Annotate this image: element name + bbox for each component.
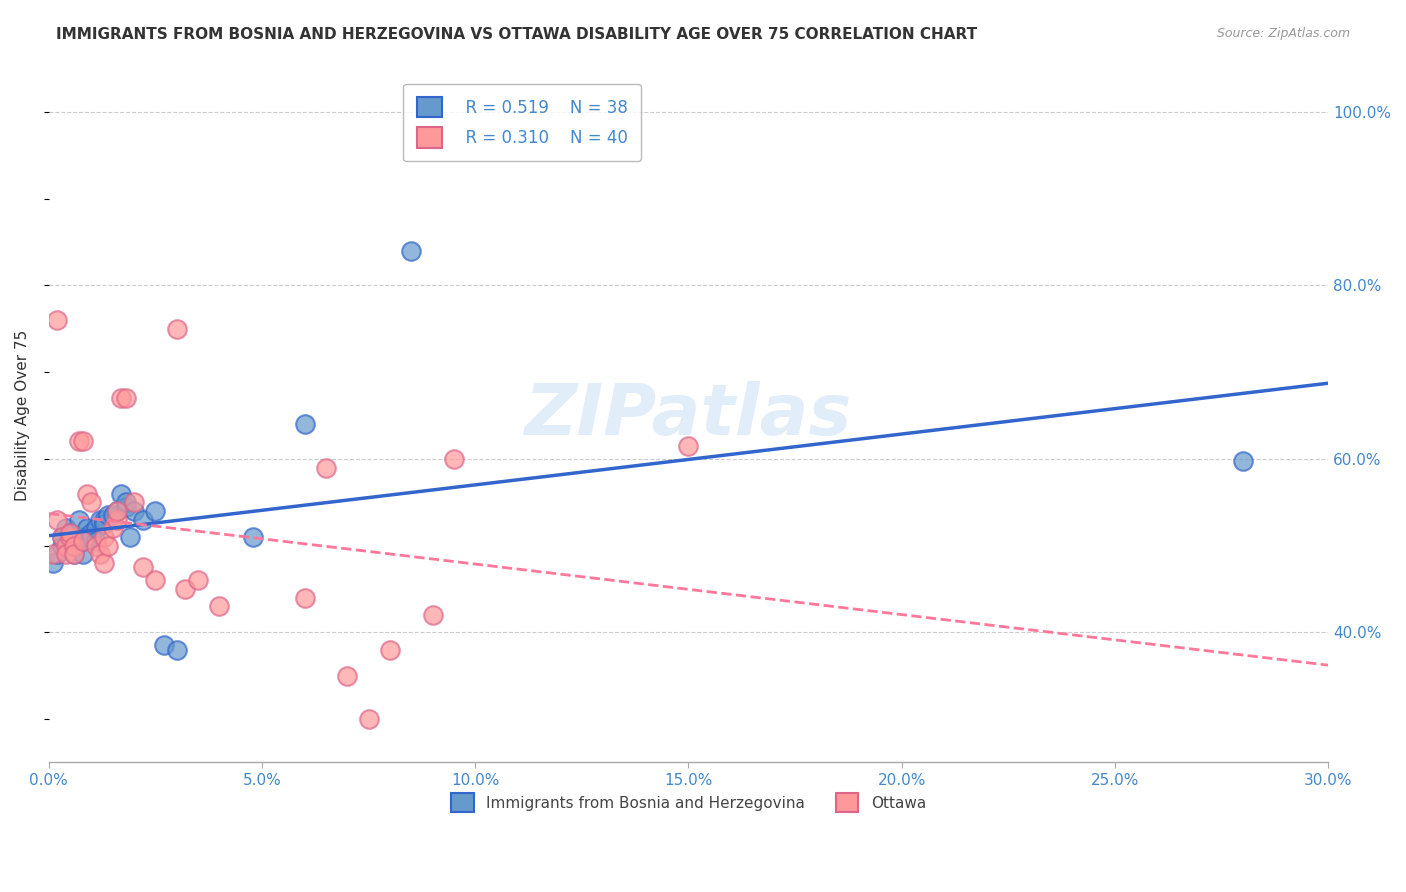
Point — [1232, 454, 1254, 468]
Text: ZIPatlas: ZIPatlas — [524, 381, 852, 450]
Point — [174, 582, 197, 596]
Point — [72, 547, 94, 561]
Point — [131, 560, 153, 574]
Point — [105, 504, 128, 518]
Point — [63, 539, 86, 553]
Point — [93, 556, 115, 570]
Point — [67, 530, 90, 544]
Point — [42, 556, 65, 570]
Point — [101, 508, 124, 523]
Point — [84, 534, 107, 549]
Point — [76, 521, 98, 535]
Point — [105, 512, 128, 526]
Point — [97, 508, 120, 523]
Point — [72, 534, 94, 549]
Point — [89, 547, 111, 561]
Point — [114, 391, 136, 405]
Point — [59, 530, 82, 544]
Point — [55, 547, 77, 561]
Point — [678, 439, 700, 453]
Text: IMMIGRANTS FROM BOSNIA AND HERZEGOVINA VS OTTAWA DISABILITY AGE OVER 75 CORRELAT: IMMIGRANTS FROM BOSNIA AND HERZEGOVINA V… — [56, 27, 977, 42]
Point — [101, 521, 124, 535]
Point — [131, 512, 153, 526]
Text: Source: ZipAtlas.com: Source: ZipAtlas.com — [1216, 27, 1350, 40]
Point — [55, 539, 77, 553]
Point — [208, 599, 231, 614]
Point — [118, 530, 141, 544]
Point — [378, 642, 401, 657]
Point — [80, 525, 103, 540]
Point — [294, 417, 316, 432]
Point — [72, 434, 94, 449]
Point — [59, 534, 82, 549]
Point — [122, 495, 145, 509]
Point — [315, 460, 337, 475]
Point — [51, 539, 73, 553]
Y-axis label: Disability Age Over 75: Disability Age Over 75 — [15, 330, 30, 501]
Point — [336, 669, 359, 683]
Point — [59, 525, 82, 540]
Point — [76, 486, 98, 500]
Point — [46, 547, 69, 561]
Point — [93, 512, 115, 526]
Point — [67, 434, 90, 449]
Point — [114, 500, 136, 514]
Point — [59, 525, 82, 540]
Point — [89, 512, 111, 526]
Point — [55, 521, 77, 535]
Point — [80, 530, 103, 544]
Point — [51, 530, 73, 544]
Point — [357, 712, 380, 726]
Point — [63, 547, 86, 561]
Point — [114, 495, 136, 509]
Point — [145, 574, 167, 588]
Point — [93, 516, 115, 531]
Point — [153, 638, 176, 652]
Point — [422, 607, 444, 622]
Point — [145, 504, 167, 518]
Point — [63, 547, 86, 561]
Point — [63, 539, 86, 553]
Point — [122, 504, 145, 518]
Point — [97, 539, 120, 553]
Point — [67, 512, 90, 526]
Point — [76, 530, 98, 544]
Point — [105, 504, 128, 518]
Point — [46, 512, 69, 526]
Point — [72, 534, 94, 549]
Point — [80, 495, 103, 509]
Point — [110, 486, 132, 500]
Point — [93, 530, 115, 544]
Point — [443, 451, 465, 466]
Point — [84, 521, 107, 535]
Point — [42, 547, 65, 561]
Point — [166, 642, 188, 657]
Point — [399, 244, 422, 258]
Point — [187, 574, 209, 588]
Point — [166, 322, 188, 336]
Legend: Immigrants from Bosnia and Herzegovina, Ottawa: Immigrants from Bosnia and Herzegovina, … — [439, 781, 938, 824]
Point — [110, 391, 132, 405]
Point — [51, 530, 73, 544]
Point — [46, 313, 69, 327]
Point — [84, 539, 107, 553]
Point — [242, 530, 264, 544]
Point — [294, 591, 316, 605]
